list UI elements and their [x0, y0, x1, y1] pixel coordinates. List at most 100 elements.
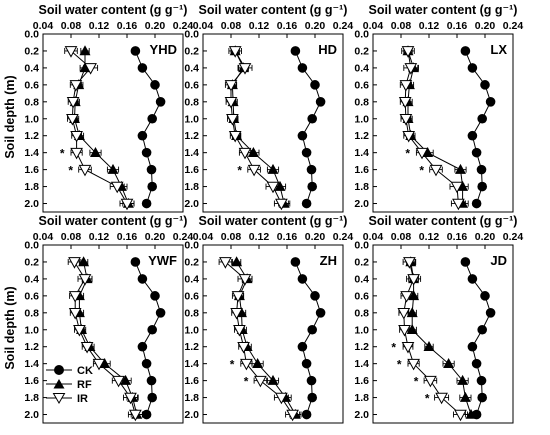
panels: Soil water content (g g⁻¹) 0.04 0.08 0.12 0.… [24, 3, 523, 424]
point-ck [155, 308, 166, 318]
y-tick-label: 0.2 [24, 45, 39, 57]
x-tick-label: 0.20 [305, 231, 326, 243]
x-tick-label: 0.16 [447, 231, 468, 243]
x-tick-label: 0.16 [117, 231, 138, 243]
series-line-rf [407, 50, 464, 204]
x-axis-title: Soil water content (g g⁻¹) [199, 214, 348, 228]
y-tick-label: 1.4 [184, 358, 199, 370]
point-ck [297, 130, 308, 141]
point-ck [141, 147, 152, 158]
y-tick-label: 1.2 [184, 130, 199, 142]
x-tick-label: 0.24 [173, 20, 194, 32]
y-axis-title-bottom: Soil depth (m) [3, 286, 17, 369]
point-ck [477, 181, 488, 192]
point-ck [146, 164, 157, 175]
legend-ck-label: CK [77, 365, 93, 377]
x-tick-label: 0.08 [221, 20, 242, 32]
point-ck [315, 308, 326, 318]
point-ir [424, 375, 437, 388]
point-ck [471, 198, 482, 209]
legend: CK RF IR [46, 365, 93, 405]
x-tick-label: 0.08 [61, 20, 82, 32]
y-tick-label: 0.0 [24, 240, 39, 252]
y-tick-label: 2.0 [184, 198, 199, 210]
point-ck [301, 358, 312, 369]
point-ck [150, 80, 160, 90]
x-tick-label: 0.24 [333, 231, 354, 243]
series-line-ir [230, 50, 282, 204]
point-ir [110, 181, 124, 194]
y-tick-label: 0.0 [184, 240, 199, 252]
y-tick-label: 2.0 [354, 409, 369, 421]
point-ir [78, 164, 92, 177]
point-ir [398, 324, 411, 337]
significance-star: * [397, 358, 402, 372]
point-ck [471, 147, 482, 158]
point-ir [238, 274, 252, 286]
point-ck [147, 181, 157, 192]
point-ir [407, 274, 420, 286]
y-tick-label: 0.6 [354, 290, 369, 302]
point-ir [66, 97, 80, 109]
x-tick-label: 0.12 [419, 231, 440, 243]
x-axis-title: Soil water content (g g⁻¹) [199, 3, 348, 17]
point-ir [415, 147, 429, 160]
point-ck [141, 409, 152, 420]
point-ir [124, 392, 137, 405]
point-rf [79, 62, 91, 73]
point-ck [150, 291, 160, 301]
point-ir [429, 164, 443, 177]
point-ir [275, 198, 288, 211]
y-tick-label: 0.6 [184, 290, 199, 302]
y-tick-label: 0.2 [184, 45, 199, 57]
point-rf [267, 374, 279, 385]
point-rf [79, 45, 91, 56]
series-line-ck [464, 50, 492, 204]
point-ir [247, 164, 261, 177]
y-tick-label: 1.8 [24, 181, 39, 193]
significance-star: * [425, 392, 430, 406]
point-ir [286, 409, 299, 422]
y-tick-label: 0.6 [354, 79, 369, 91]
point-ir [224, 97, 238, 109]
x-tick-label: 0.12 [89, 231, 110, 243]
x-tick-label: 0.04 [363, 231, 384, 243]
point-ir [231, 291, 245, 303]
point-ir [78, 274, 92, 286]
y-tick-label: 1.2 [24, 130, 39, 142]
point-ck [307, 392, 318, 403]
x-tick-label: 0.24 [333, 20, 354, 32]
y-tick-label: 1.6 [184, 164, 199, 176]
point-ck [307, 113, 318, 124]
point-rf [465, 408, 477, 419]
point-ck [467, 63, 478, 73]
point-ck [141, 358, 152, 369]
point-ck [467, 130, 478, 141]
panel-label: YHD [150, 42, 177, 57]
point-ir [73, 324, 86, 337]
significance-star: * [244, 375, 249, 389]
y-tick-label: 0.0 [24, 29, 39, 41]
point-ir [230, 308, 243, 320]
point-ck [290, 46, 301, 56]
y-tick-label: 1.4 [24, 358, 39, 370]
point-rf [455, 163, 466, 174]
significance-star: * [68, 164, 73, 178]
plot-frame [42, 244, 184, 424]
significance-star: * [419, 164, 424, 178]
point-ir [226, 113, 239, 126]
y-tick-label: 0.2 [354, 256, 369, 268]
point-ir [435, 392, 448, 405]
point-ck [315, 97, 326, 107]
y-axis-title-top: Soil depth (m) [3, 75, 17, 158]
panel-label: ZH [320, 253, 337, 268]
point-ck [467, 274, 478, 284]
x-tick-label: 0.12 [419, 20, 440, 32]
point-ck [147, 324, 157, 335]
y-tick-label: 0.8 [184, 307, 199, 319]
x-tick-label: 0.08 [221, 231, 242, 243]
point-ck [141, 198, 152, 209]
series-line-rf [73, 50, 129, 204]
x-tick-label: 0.04 [363, 20, 384, 32]
point-ir [224, 80, 238, 92]
